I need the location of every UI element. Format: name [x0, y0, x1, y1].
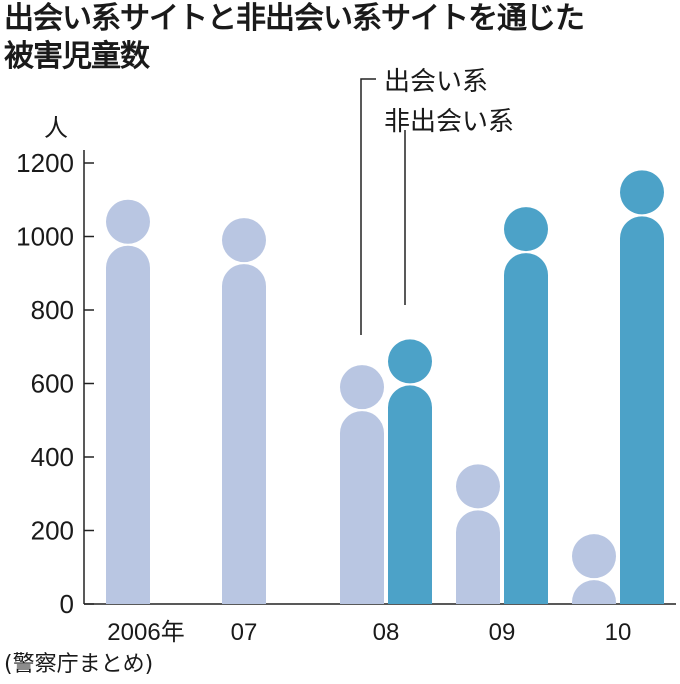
source-note: (警察庁まとめ) [4, 652, 154, 677]
y-tick-label: 0 [60, 589, 74, 619]
y-tick-label: 1000 [16, 222, 74, 252]
y-tick-label: 600 [31, 369, 74, 399]
non-dating-site-bar [620, 216, 664, 604]
y-tick-label: 200 [31, 516, 74, 546]
non-dating-site-head [620, 170, 664, 215]
chart-title-line-2: 被害児童数 [4, 39, 150, 74]
legend-label-non-dating-site: 非出会い系 [384, 106, 514, 136]
dating-site-bar [572, 580, 616, 604]
y-tick-label: 1200 [16, 148, 74, 178]
dating-site-head [572, 534, 616, 579]
y-axis-unit-label: 人 [44, 115, 68, 142]
non-dating-site-head [388, 339, 432, 384]
legend-label-dating-site: 出会い系 [384, 66, 488, 96]
y-tick-label: 400 [31, 442, 74, 472]
dating-site-bar [456, 510, 500, 604]
dating-site-head [106, 199, 150, 244]
non-dating-site-bar [388, 385, 432, 604]
x-tick-label: 07 [231, 619, 258, 646]
dating-site-bar [222, 264, 266, 604]
x-tick-label: 08 [373, 619, 400, 646]
non-dating-site-bar [504, 253, 548, 604]
dating-site-bar [340, 411, 384, 604]
dating-site-head [222, 218, 266, 263]
x-tick-label: 09 [489, 619, 516, 646]
legend-leader-dating-site [360, 78, 376, 335]
y-tick-label: 800 [31, 295, 74, 325]
non-dating-site-head [504, 207, 548, 252]
x-tick-label: 10 [605, 619, 632, 646]
dating-site-bar [106, 245, 150, 605]
chart-title: 出会い系サイトと非出会い系サイトを通じた 被害児童数 [4, 0, 676, 76]
dating-site-head [340, 365, 384, 410]
x-tick-label: 2006年 [107, 619, 184, 646]
dating-site-head [456, 464, 500, 509]
chart-title-line-1: 出会い系サイトと非出会い系サイトを通じた [4, 1, 585, 36]
